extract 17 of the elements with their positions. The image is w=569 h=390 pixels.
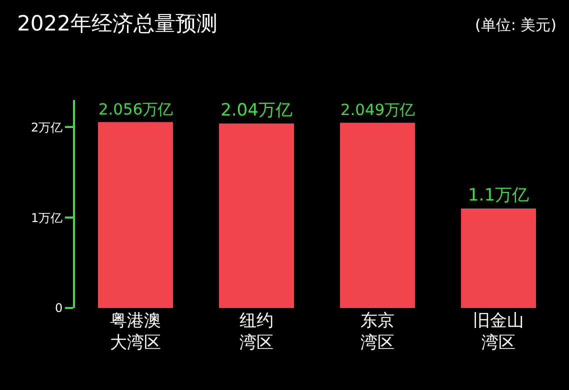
y-tick-label: 0: [54, 301, 63, 316]
data-label: 2.056万亿: [98, 100, 173, 119]
bar: [98, 122, 174, 308]
x-tick-label: 粤港澳大湾区: [110, 311, 161, 354]
y-tick-label: 1万亿: [30, 210, 63, 225]
text: (单位: 美元): [475, 16, 557, 34]
y-tick-label: 2万亿: [30, 120, 63, 134]
data-label: 2.049万亿: [340, 101, 415, 120]
data-label: 1.1万亿: [468, 186, 530, 206]
bar: [460, 208, 536, 308]
data-label: 2.04万亿: [220, 100, 292, 121]
chart-title: 2022年经济总量预测: [17, 11, 218, 36]
bar: [218, 124, 294, 308]
x-tick-label: 东京湾区: [360, 311, 394, 354]
bar: [340, 122, 416, 308]
x-tick-label: 旧金山湾区: [473, 311, 524, 354]
x-tick-label: 纽约湾区: [240, 311, 274, 354]
